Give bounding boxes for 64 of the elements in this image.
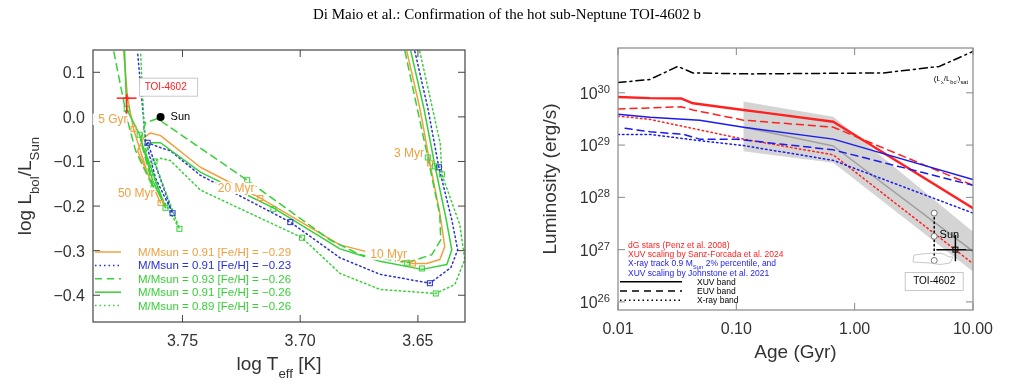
point xyxy=(270,206,277,213)
text: Di Maio et al.: Confirmation of the hot sub-Neptune TOI-4602 b xyxy=(312,6,702,22)
x-tick-label: 3.65 xyxy=(402,332,434,349)
point xyxy=(257,195,264,202)
point xyxy=(299,234,306,241)
y-axis-title: Luminosity (erg/s) xyxy=(539,103,560,255)
series-label: Sun xyxy=(939,227,960,240)
point xyxy=(156,112,165,121)
y-tick-label: −0.3 xyxy=(53,242,86,260)
annotation: 3 Myr xyxy=(393,146,424,161)
legend-label: M/Msun = 0.93 [Fe/H] = −0.26 xyxy=(138,272,292,285)
annotation: X-ray band xyxy=(697,295,739,306)
y-tick-label: −0.4 xyxy=(53,287,86,305)
y-tick-label: −0.1 xyxy=(53,153,86,171)
series-label: TOI-4602 xyxy=(144,81,188,93)
legend-label: M/Msun = 0.91 [Fe/H] = −0.26 xyxy=(138,286,292,299)
x-tick-label: 0.01 xyxy=(602,320,634,337)
annotation: dG stars (Penz et al. 2008) xyxy=(628,240,730,250)
legend-label: M/Msun = 0.91 [Fe/H] = −0.29 xyxy=(138,246,292,258)
x-tick-label: 0.10 xyxy=(720,320,753,337)
point xyxy=(431,163,438,170)
x-tick-label: 10.00 xyxy=(952,320,994,337)
point xyxy=(426,280,433,287)
x-axis-title: Age (Gyr) xyxy=(754,341,837,362)
y-tick-label: 0.1 xyxy=(62,64,86,82)
y-tick-label: 10$^{30}$ xyxy=(579,82,610,102)
annotation: 5 Gyr xyxy=(98,111,128,126)
x-tick-label: 3.70 xyxy=(284,332,316,349)
legend-label: M/Msun = 0.89 [Fe/H] = −0.26 xyxy=(138,299,292,312)
point xyxy=(435,164,442,171)
annotation: 10 Myr xyxy=(370,246,407,261)
legend-label: M/Msun = 0.91 [Fe/H] = −0.23 xyxy=(138,259,292,272)
annotation: EUV band xyxy=(697,286,737,296)
annotation: XUV scaling by Sanz-Forcada et al. 2024 xyxy=(628,249,784,260)
point xyxy=(151,158,158,165)
point xyxy=(176,225,183,232)
x-axis-title: log T$_{eff}$ [K] xyxy=(236,353,322,381)
y-tick-label: −0.2 xyxy=(53,198,86,216)
y-tick-label: 10$^{29}$ xyxy=(579,135,610,155)
point xyxy=(144,139,151,146)
point xyxy=(287,219,294,226)
point xyxy=(169,210,176,217)
point xyxy=(123,105,130,112)
y-tick-label: 10$^{27}$ xyxy=(579,239,610,259)
y-tick-label: 10$^{28}$ xyxy=(579,187,610,207)
point xyxy=(426,160,433,167)
point xyxy=(157,199,164,206)
annotation: 20 Myr xyxy=(217,181,255,196)
point xyxy=(162,204,169,211)
point xyxy=(136,131,143,138)
series-label: Sun xyxy=(170,109,191,122)
y-tick-label: 10$^{26}$ xyxy=(579,291,610,311)
point xyxy=(438,171,445,178)
x-tick-label: 1.00 xyxy=(839,320,871,337)
x-tick-label: 3.75 xyxy=(166,332,199,349)
point xyxy=(424,154,431,161)
point xyxy=(432,290,439,297)
point xyxy=(130,125,137,132)
point xyxy=(409,260,416,267)
point xyxy=(418,265,425,272)
annotation: XUV band xyxy=(697,276,737,287)
series-label: TOI-4602 xyxy=(913,275,956,287)
y-tick-label: 0.0 xyxy=(62,108,86,126)
annotation: 50 Myr xyxy=(117,185,155,200)
